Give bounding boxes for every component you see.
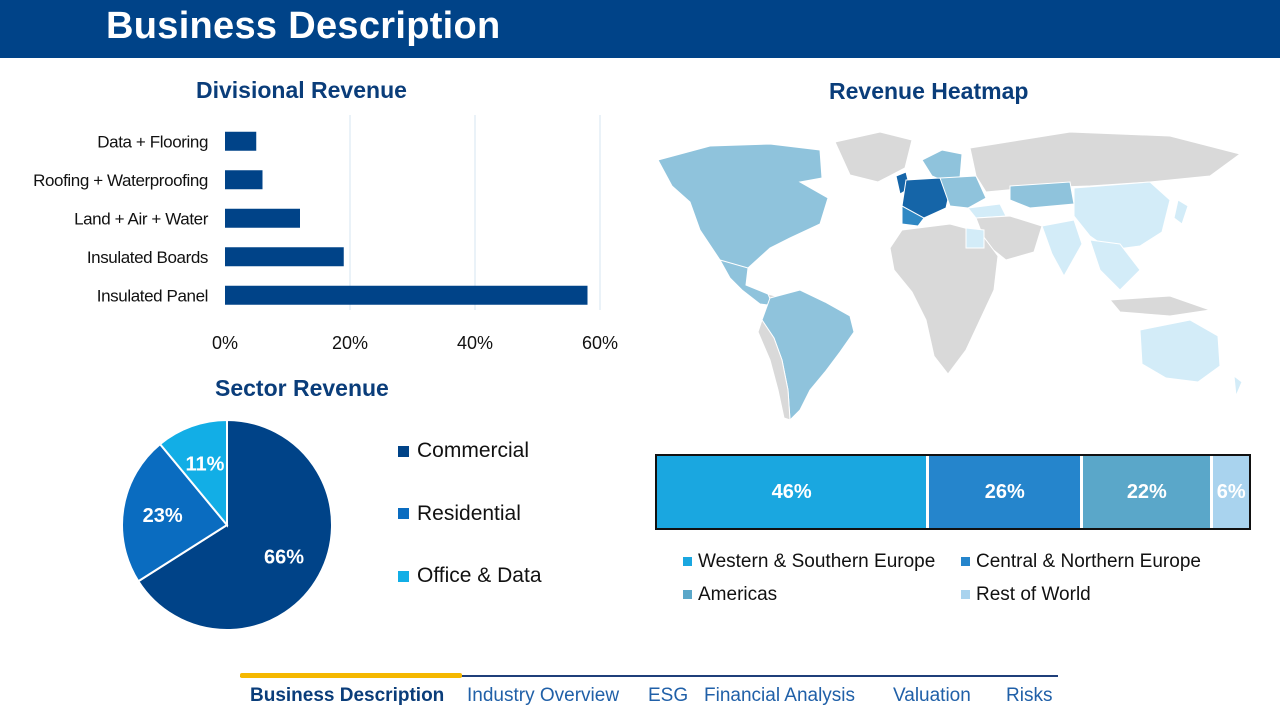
page-title: Business Description — [106, 5, 501, 47]
divisional-revenue-title: Divisional Revenue — [196, 77, 407, 103]
map-west-south-america — [757, 318, 791, 421]
bar — [225, 285, 588, 305]
legend-swatch — [683, 590, 692, 599]
divisional-revenue-chart: 0% 20% 40% 60% Data + Flooring Roofing + Wate… — [33, 115, 618, 353]
sector-legend: Commercial Residential Office & Data — [398, 436, 542, 624]
pie-slice — [136, 418, 333, 631]
regional-legend: Western & Southern Europe Central & North… — [683, 550, 1273, 606]
legend-swatch — [683, 557, 692, 566]
pie-data-label: 66% — [264, 546, 304, 568]
nav-item-risks[interactable]: Risks — [1006, 685, 1053, 706]
category-label: Data + Flooring — [97, 132, 208, 151]
pie-data-label: 23% — [143, 505, 183, 527]
region-legend-item: Americas — [683, 583, 961, 606]
map-australia — [1139, 319, 1221, 383]
legend-swatch — [398, 445, 409, 457]
region-legend-item: Western & Southern Europe — [683, 550, 961, 573]
legend-item-commercial: Commercial — [398, 436, 542, 466]
category-label: Land + Air + Water — [74, 209, 209, 228]
map-japan — [1173, 199, 1189, 225]
region-legend-item: Rest of World — [961, 583, 1261, 606]
map-kazakhstan — [1009, 181, 1075, 209]
x-tick-label: 0% — [212, 333, 238, 353]
pie-slice — [158, 418, 228, 528]
legend-swatch — [961, 590, 970, 599]
bar — [225, 170, 263, 190]
map-egypt — [965, 227, 985, 249]
bar — [225, 131, 257, 151]
world-map — [657, 131, 1243, 422]
stack-segment: 22% — [1083, 456, 1214, 528]
header-bar: Business Description — [0, 0, 1280, 58]
legend-label: Commercial — [417, 439, 530, 462]
legend-item-office-data: Office & Data — [398, 561, 542, 591]
map-iberia — [901, 205, 925, 227]
legend-label: Western & Southern Europe — [698, 550, 936, 572]
nav-item-industry-overview[interactable]: Industry Overview — [467, 685, 620, 706]
stack-segment: 26% — [929, 456, 1084, 528]
legend-swatch — [961, 557, 970, 566]
category-label: Insulated Panel — [97, 286, 208, 305]
map-greenland — [834, 131, 913, 183]
nav-divider — [240, 675, 1058, 677]
map-east-asia — [1073, 181, 1171, 251]
bar — [225, 208, 300, 228]
nav-item-esg[interactable]: ESG — [648, 685, 689, 706]
section-nav: Business Description Industry Overview E… — [240, 672, 1060, 720]
map-india — [1041, 219, 1083, 278]
map-central-europe — [939, 175, 987, 209]
legend-label: Central & Northern Europe — [976, 550, 1201, 572]
map-russia — [969, 131, 1242, 193]
category-label: Roofing + Waterproofing — [33, 171, 208, 190]
legend-item-residential: Residential — [398, 499, 542, 529]
nav-item-financial-analysis[interactable]: Financial Analysis — [704, 685, 856, 706]
nav-item-business-description[interactable]: Business Description — [250, 685, 445, 706]
map-southeast-asia — [1089, 239, 1141, 291]
pie-data-label: 11% — [185, 454, 224, 476]
legend-swatch — [398, 508, 409, 519]
x-tick-label: 40% — [457, 333, 493, 353]
category-label: Insulated Boards — [87, 248, 208, 267]
legend-label: Office & Data — [417, 564, 542, 587]
bar — [225, 247, 344, 267]
legend-label: Rest of World — [976, 583, 1091, 605]
sector-revenue-title: Sector Revenue — [215, 375, 389, 401]
x-tick-label: 60% — [582, 333, 618, 353]
legend-swatch — [398, 570, 409, 582]
map-new-zealand — [1233, 374, 1243, 397]
regional-revenue-bar: 46% 26% 22% 6% — [655, 454, 1251, 530]
revenue-heatmap-title: Revenue Heatmap — [829, 78, 1029, 104]
legend-label: Americas — [698, 583, 778, 605]
nav-item-valuation[interactable]: Valuation — [893, 685, 971, 706]
map-indonesia — [1108, 295, 1211, 317]
pie-slice — [121, 442, 229, 583]
legend-label: Residential — [417, 501, 521, 525]
stack-segment: 46% — [657, 456, 930, 528]
nav-active-indicator — [240, 673, 462, 678]
region-legend-item: Central & Northern Europe — [961, 550, 1261, 573]
map-north-america — [657, 143, 829, 281]
sector-revenue-pie: 66% 23% 11% — [121, 418, 333, 631]
stack-segment: 6% — [1213, 456, 1249, 528]
x-tick-label: 20% — [332, 333, 368, 353]
map-turkey — [967, 203, 1007, 219]
